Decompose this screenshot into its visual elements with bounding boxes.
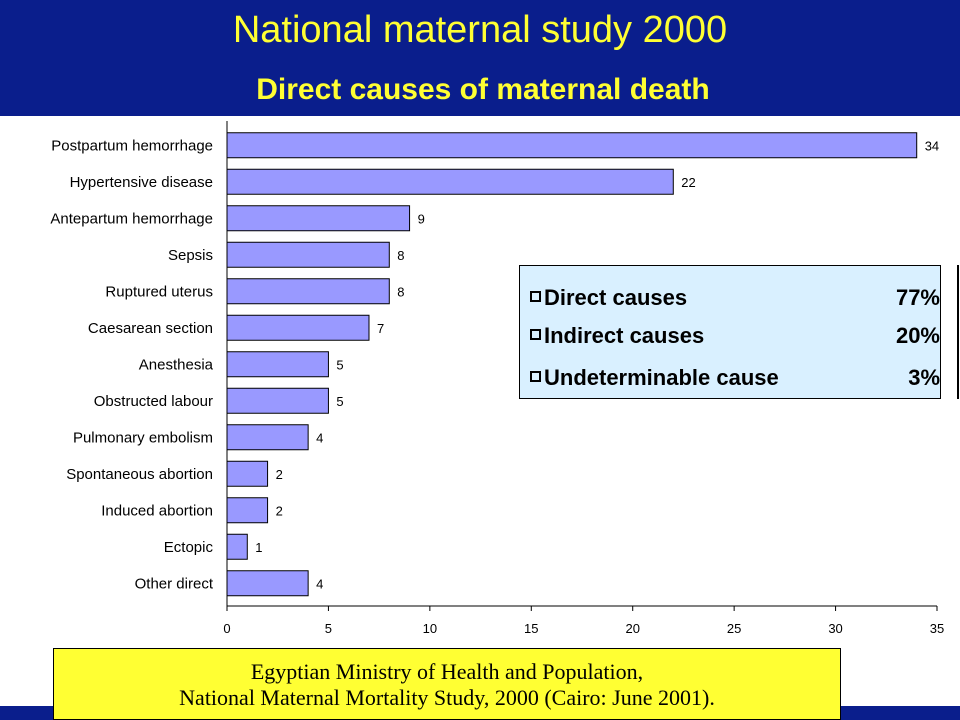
page-title: National maternal study 2000 [232, 9, 728, 51]
category-label: Pulmonary embolism [73, 429, 213, 446]
category-label: Ruptured uterus [105, 283, 213, 300]
data-label: 5 [336, 394, 343, 409]
category-label: Induced abortion [101, 502, 213, 519]
category-label: Other direct [135, 575, 214, 592]
summary-row-direct: Direct causes 77% [530, 283, 940, 313]
bar [226, 570, 309, 597]
bar [226, 533, 248, 560]
data-label: 5 [336, 357, 343, 372]
bar [226, 168, 674, 195]
checkbox-icon [530, 371, 541, 382]
summary-label: Undeterminable cause [544, 365, 779, 390]
data-label: 4 [316, 576, 323, 591]
category-label: Postpartum hemorrhage [51, 137, 213, 154]
data-label: 22 [681, 175, 695, 190]
category-label: Hypertensive disease [70, 174, 213, 191]
category-label: Anesthesia [139, 356, 214, 373]
data-label: 8 [397, 248, 404, 263]
summary-label: Direct causes [544, 285, 688, 310]
bar [226, 132, 918, 159]
data-label: 2 [276, 467, 283, 482]
data-label: 1 [255, 540, 262, 555]
bar [226, 424, 309, 451]
data-label: 8 [397, 284, 404, 299]
source-line: National Maternal Mortality Study, 2000 … [179, 685, 715, 710]
divider [957, 265, 959, 399]
category-label: Obstructed labour [94, 393, 213, 410]
checkbox-icon [530, 291, 541, 302]
bar [226, 387, 329, 414]
category-label: Ectopic [164, 539, 214, 556]
summary-percent: 3% [908, 365, 940, 390]
summary-row-indirect: Indirect causes 20% [530, 321, 940, 351]
x-tick-label: 0 [223, 621, 230, 636]
bar-chart: Postpartum hemorrhage 34 Hypertensive dise… [50, 121, 944, 636]
header-banner: National maternal study 2000 Direct caus… [0, 0, 960, 116]
checkbox-icon [530, 329, 541, 340]
x-tick-label: 30 [828, 621, 842, 636]
summary-row-undeterminable: Undeterminable cause 3% [530, 363, 940, 393]
bar [226, 351, 329, 378]
bar [226, 460, 269, 487]
data-label: 2 [276, 503, 283, 518]
x-tick-label: 5 [325, 621, 332, 636]
data-label: 4 [316, 430, 323, 445]
bar [226, 205, 411, 232]
x-tick-label: 15 [524, 621, 538, 636]
summary-box: Direct causes 77% Indirect causes 20% Un… [519, 265, 941, 399]
category-label: Antepartum hemorrhage [50, 210, 213, 227]
data-label: 9 [418, 211, 425, 226]
category-label: Sepsis [168, 247, 213, 264]
data-label: 7 [377, 321, 384, 336]
source-line: Egyptian Ministry of Health and Populati… [250, 659, 644, 684]
page-subtitle: Direct causes of maternal death [256, 73, 710, 106]
summary-percent: 77% [895, 285, 940, 310]
x-tick-label: 25 [727, 621, 741, 636]
category-label: Spontaneous abortion [66, 466, 213, 483]
bar [226, 278, 390, 305]
x-tick-label: 35 [930, 621, 944, 636]
bar [226, 314, 370, 341]
x-tick-label: 20 [625, 621, 639, 636]
bar [226, 241, 390, 268]
bar [226, 497, 269, 524]
source-citation: Egyptian Ministry of Health and Populati… [53, 648, 841, 720]
summary-percent: 20% [895, 323, 940, 348]
data-label: 34 [925, 138, 939, 153]
x-tick-label: 10 [423, 621, 437, 636]
category-label: Caesarean section [88, 320, 213, 337]
summary-label: Indirect causes [544, 323, 705, 348]
